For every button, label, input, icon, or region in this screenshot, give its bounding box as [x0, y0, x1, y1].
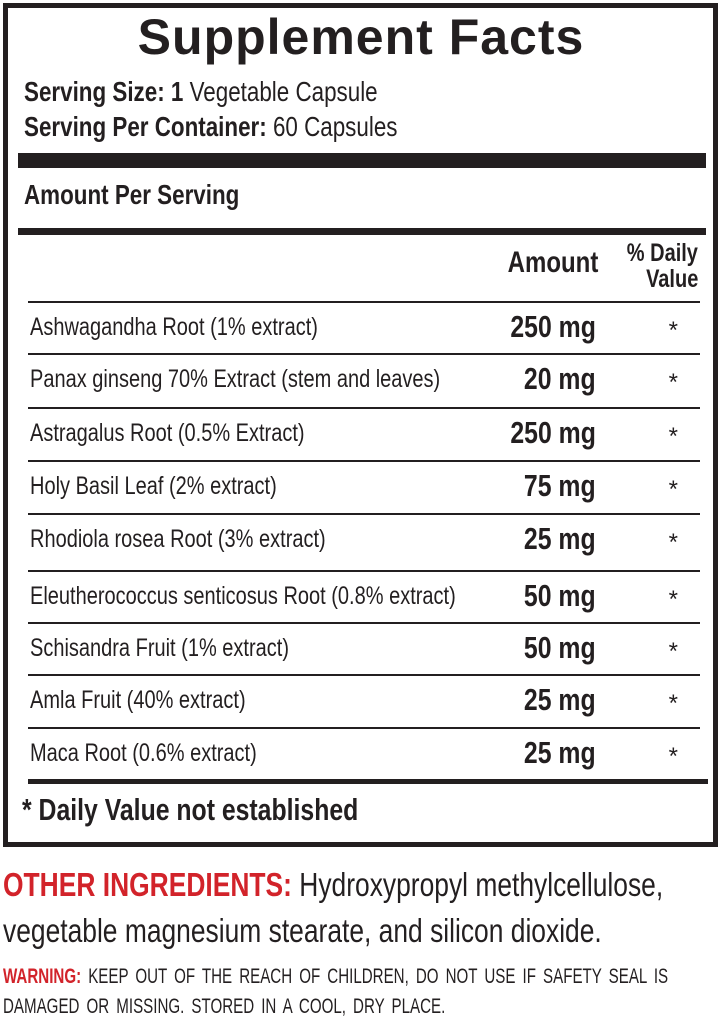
ingredient-name-text: Eleutherococcus senticosus Root (0.8% ex… — [30, 582, 456, 610]
amount-per-serving: Amount Per Serving — [24, 179, 293, 211]
facts-panel-border — [3, 3, 718, 847]
footnote: * Daily Value not established — [22, 792, 442, 828]
ingredient-row: Eleutherococcus senticosus Root (0.8% ex… — [28, 572, 700, 624]
ingredient-name: Maca Root (0.6% extract) — [30, 739, 313, 768]
ingredient-amount: 25 mg — [506, 735, 596, 771]
servings-value: 60 Capsules — [272, 111, 398, 142]
ingredient-row: Schisandra Fruit (1% extract) 50 mg * — [28, 624, 700, 676]
row-divider — [28, 674, 700, 676]
serving-size: Serving Size: 1 Vegetable Capsule — [24, 76, 466, 108]
row-divider — [28, 407, 700, 409]
ingredient-daily-value: * — [668, 317, 678, 344]
other-ingredients-line2: vegetable magnesium stearate, and silico… — [3, 912, 602, 949]
serving-size-label: Serving Size: 1 — [24, 76, 184, 107]
ingredient-daily-value: * — [668, 529, 678, 556]
row-divider — [28, 301, 700, 303]
row-divider — [28, 622, 700, 624]
thick-divider-bottom — [28, 779, 708, 784]
ingredient-row: Holy Basil Leaf (2% extract) 75 mg * — [28, 462, 700, 515]
ingredient-row: Amla Fruit (40% extract) 25 mg * — [28, 676, 700, 729]
ingredient-row: Astragalus Root (0.5% Extract) 250 mg * — [28, 409, 700, 462]
ingredient-name: Holy Basil Leaf (2% extract) — [30, 472, 338, 501]
thick-divider — [18, 153, 706, 168]
other-ingredients: OTHER INGREDIENTS: Hydroxypropyl methylc… — [3, 866, 722, 904]
ingredient-name-text: Maca Root (0.6% extract) — [30, 739, 257, 767]
footnote-text: * Daily Value not established — [22, 792, 359, 827]
row-divider — [28, 513, 700, 515]
row-divider — [28, 460, 700, 462]
ingredient-daily-value: * — [668, 586, 678, 613]
ingredient-name-text: Ashwagandha Root (1% extract) — [30, 313, 318, 341]
ingredient-amount-text: 25 mg — [524, 521, 596, 556]
row-divider — [28, 570, 700, 572]
warning-line2: DAMAGED OR MISSING. STORED IN A COOL, DR… — [3, 995, 446, 1018]
ingredient-row: Maca Root (0.6% extract) 25 mg * — [28, 729, 700, 782]
ingredient-amount: 25 mg — [506, 521, 596, 557]
ingredient-daily-value: * — [668, 423, 678, 450]
warning: WARNING: KEEP OUT OF THE REACH OF CHILDR… — [3, 965, 718, 989]
ingredient-name: Panax ginseng 70% Extract (stem and leav… — [30, 365, 543, 394]
ingredient-row: Rhodiola rosea Root (3% extract) 25 mg * — [28, 515, 700, 572]
ingredient-amount-text: 25 mg — [524, 682, 596, 717]
ingredient-amount: 250 mg — [489, 415, 596, 451]
panel-title: Supplement Facts — [137, 9, 585, 65]
ingredient-amount: 50 mg — [506, 630, 596, 666]
ingredient-amount: 50 mg — [506, 578, 596, 614]
warning-label: WARNING: — [3, 965, 82, 988]
other-ingredients-line1: Hydroxypropyl methylcellulose, — [299, 866, 664, 903]
ingredient-amount-text: 25 mg — [524, 735, 596, 770]
warning-cont: DAMAGED OR MISSING. STORED IN A COOL, DR… — [3, 995, 617, 1019]
ingredient-amount: 25 mg — [506, 682, 596, 718]
ingredient-amount-text: 75 mg — [524, 468, 596, 503]
ingredient-name-text: Amla Fruit (40% extract) — [30, 686, 246, 714]
ingredient-name: Schisandra Fruit (1% extract) — [30, 634, 354, 663]
other-ingredients-label: OTHER INGREDIENTS: — [3, 866, 292, 903]
ingredient-amount: 250 mg — [489, 309, 596, 345]
ingredient-amount-text: 20 mg — [524, 361, 596, 396]
row-divider — [28, 353, 700, 355]
ingredient-amount: 20 mg — [506, 361, 596, 397]
servings-label: Serving Per Container: — [24, 111, 267, 142]
ingredient-name: Rhodiola rosea Root (3% extract) — [30, 525, 400, 554]
ingredient-row: Panax ginseng 70% Extract (stem and leav… — [28, 355, 700, 409]
ingredient-amount-text: 250 mg — [510, 309, 596, 344]
row-divider — [28, 727, 700, 729]
servings-per-container: Serving Per Container: 60 Capsules — [24, 111, 491, 143]
ingredient-row: Ashwagandha Root (1% extract) 250 mg * — [28, 303, 700, 355]
ingredient-name-text: Holy Basil Leaf (2% extract) — [30, 472, 277, 500]
ingredient-name: Astragalus Root (0.5% Extract) — [30, 419, 373, 448]
ingredient-daily-value: * — [668, 476, 678, 503]
warning-line1: KEEP OUT OF THE REACH OF CHILDREN, DO NO… — [88, 965, 669, 988]
ingredient-name-text: Panax ginseng 70% Extract (stem and leav… — [30, 365, 441, 393]
amount-per-serving-text: Amount Per Serving — [24, 179, 240, 210]
ingredient-daily-value: * — [668, 638, 678, 665]
ingredient-amount-text: 50 mg — [524, 578, 596, 613]
dv-header-line2: Value — [645, 265, 698, 293]
serving-size-value: Vegetable Capsule — [189, 76, 378, 107]
divider — [18, 228, 706, 235]
ingredient-amount-text: 250 mg — [510, 415, 596, 450]
ingredient-name-text: Schisandra Fruit (1% extract) — [30, 634, 289, 662]
ingredient-amount: 75 mg — [506, 468, 596, 504]
ingredient-name: Ashwagandha Root (1% extract) — [30, 313, 390, 342]
ingredient-daily-value: * — [668, 690, 678, 717]
ingredient-name: Amla Fruit (40% extract) — [30, 686, 300, 715]
ingredient-amount-text: 50 mg — [524, 630, 596, 665]
ingredient-name: Eleutherococcus senticosus Root (0.8% ex… — [30, 582, 562, 611]
ingredient-daily-value: * — [668, 743, 678, 770]
ingredient-daily-value: * — [668, 369, 678, 396]
ingredient-name-text: Rhodiola rosea Root (3% extract) — [30, 525, 326, 553]
dv-header-line1: % Daily — [626, 239, 698, 267]
amount-header-text: Amount — [507, 246, 598, 279]
ingredient-name-text: Astragalus Root (0.5% Extract) — [30, 419, 305, 447]
daily-value-header: % Daily Value — [609, 240, 698, 292]
other-ingredients-cont: vegetable magnesium stearate, and silico… — [3, 912, 722, 950]
amount-header: Amount — [485, 246, 598, 280]
